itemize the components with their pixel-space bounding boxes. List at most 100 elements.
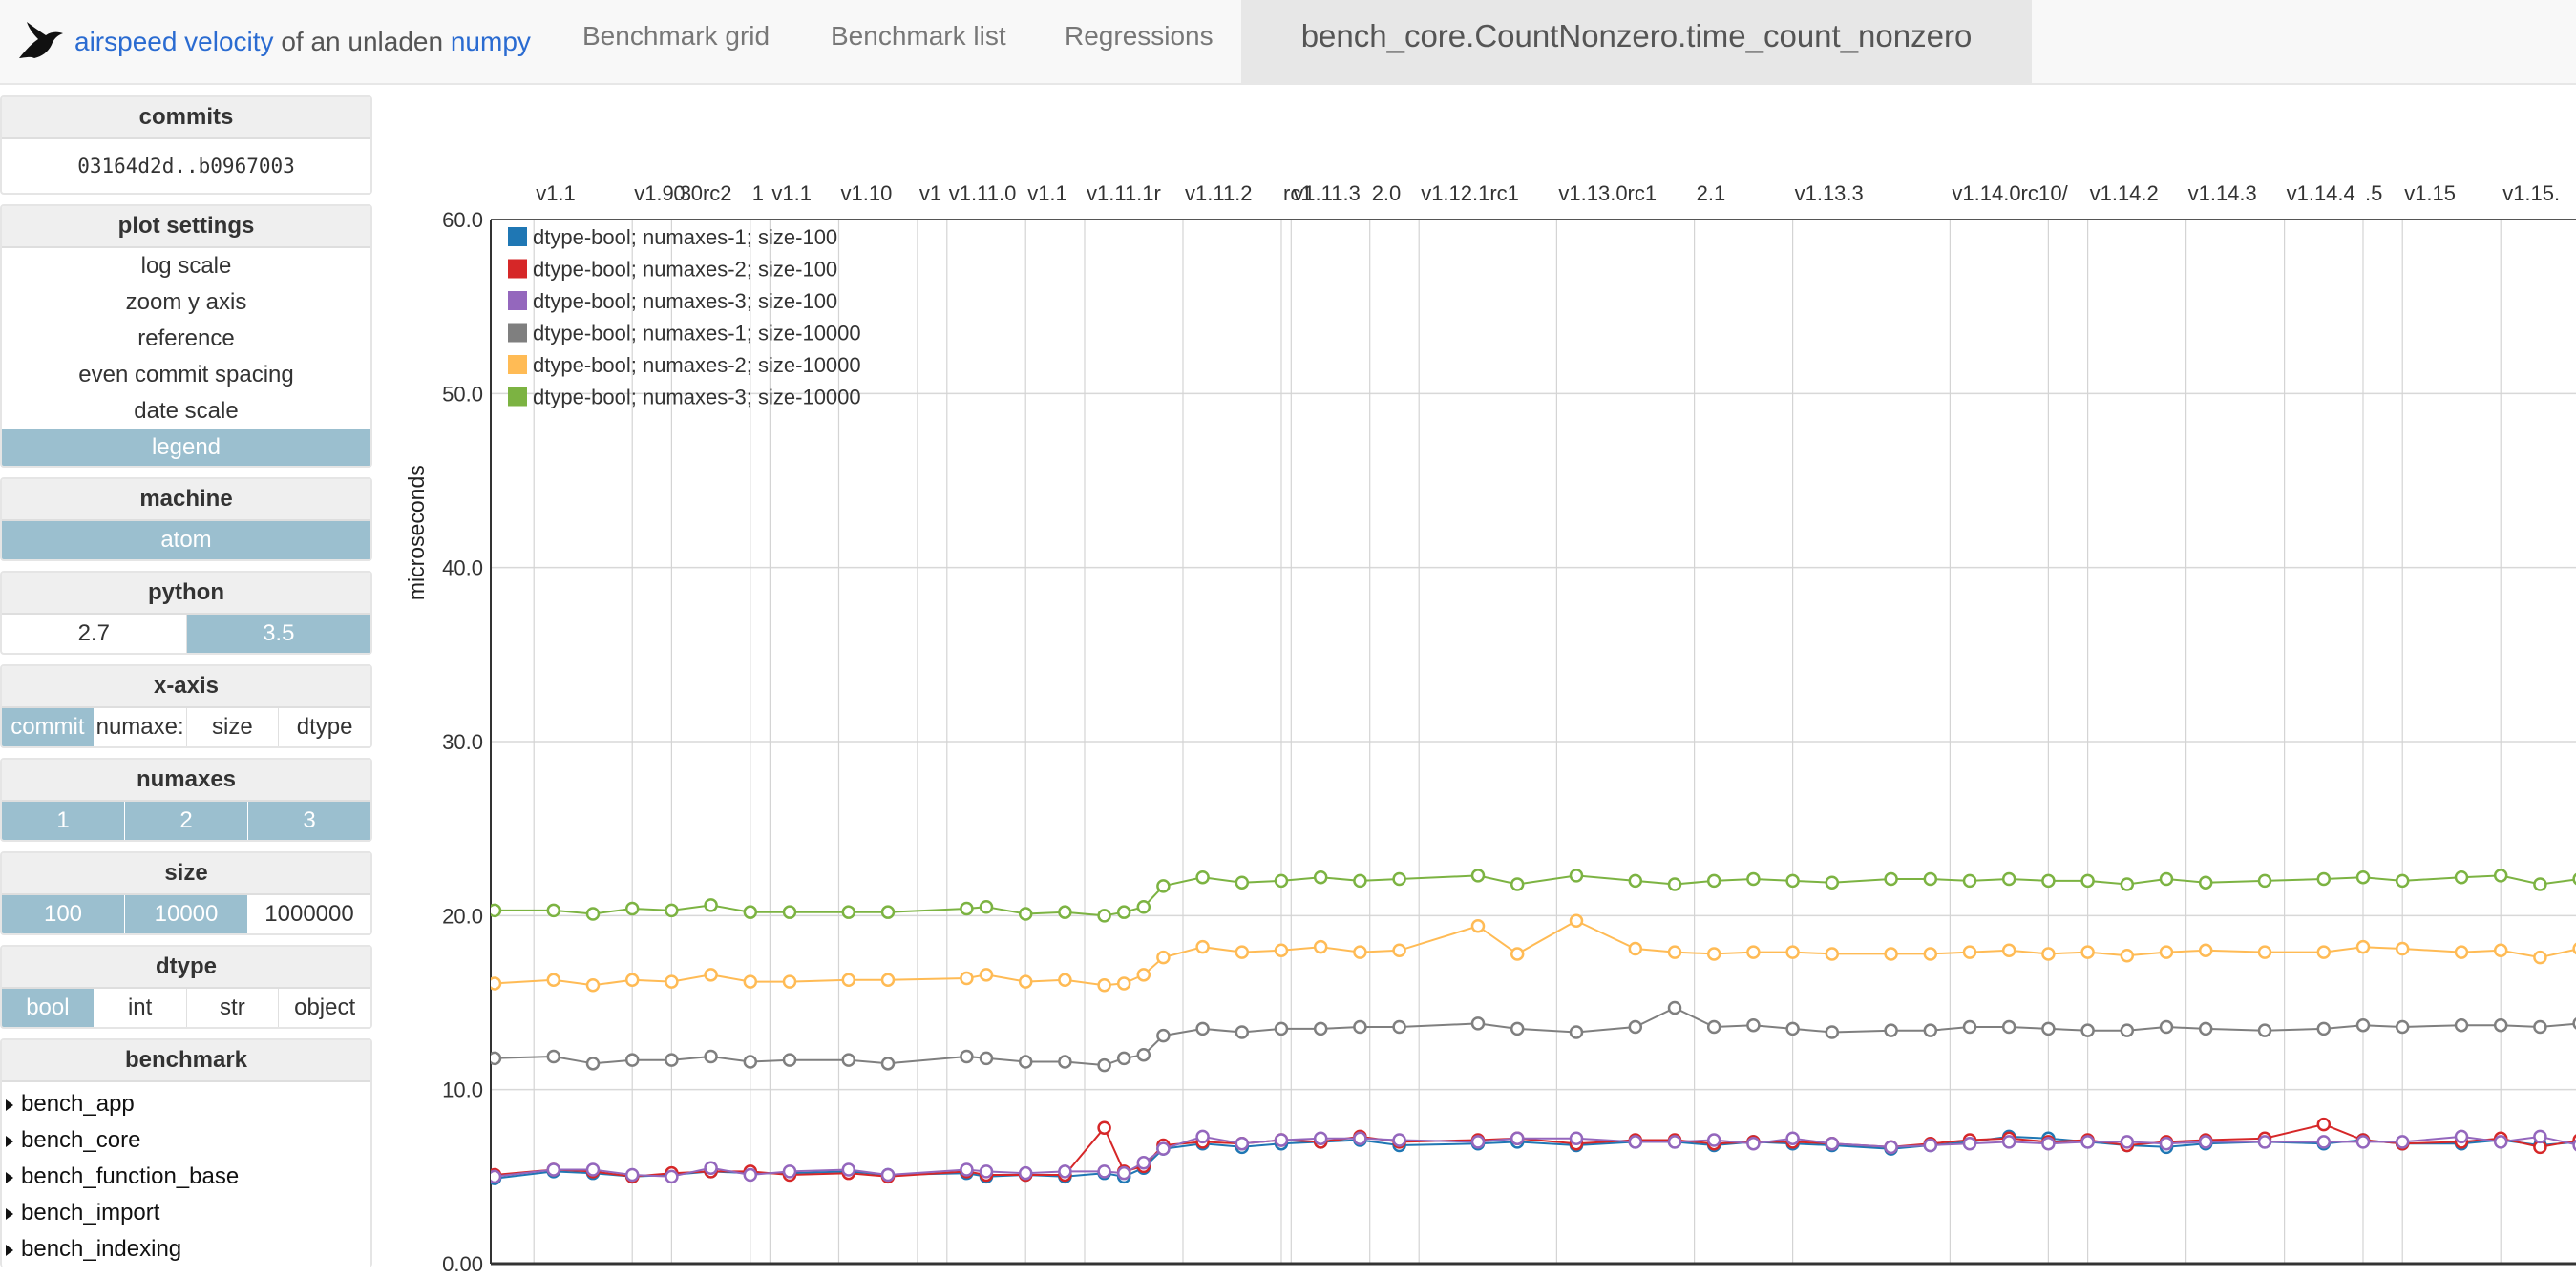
- benchmark-chart[interactable]: 0.00 10.0 20.0 30.0 40.0 50.0 60.0 v1.1 v1.9.30.…: [401, 153, 2576, 1273]
- data-point: [2454, 869, 2469, 885]
- machine-option-atom[interactable]: atom: [2, 521, 370, 559]
- data-point: [743, 974, 758, 989]
- benchmark-group[interactable]: bench_core: [6, 1122, 370, 1159]
- zoom-y-axis-toggle[interactable]: zoom y axis: [125, 289, 247, 315]
- size-option-100[interactable]: 100: [2, 895, 125, 933]
- x-axis-option-size[interactable]: size: [187, 708, 280, 746]
- data-point: [2080, 945, 2095, 959]
- dtype-option-object[interactable]: object: [294, 994, 356, 1020]
- python-option-2-7[interactable]: 2.7: [2, 615, 187, 653]
- data-point: [2355, 1017, 2371, 1033]
- x-axis-option-numaxes[interactable]: numaxe:: [95, 708, 187, 746]
- benchmark-group[interactable]: bench_app: [6, 1086, 370, 1122]
- nav-benchmark-list[interactable]: Benchmark list: [831, 21, 1006, 51]
- commits-header: commits: [2, 97, 370, 139]
- data-point: [704, 1049, 718, 1064]
- date-scale-toggle[interactable]: date scale: [134, 398, 239, 424]
- data-point: [743, 1055, 758, 1069]
- numaxes-option-2[interactable]: 2: [125, 802, 248, 840]
- even-commit-spacing-toggle[interactable]: even commit spacing: [78, 362, 294, 387]
- version-tag-label: v1.1: [536, 181, 576, 205]
- data-point: [1628, 941, 1643, 956]
- version-tag-label: v1.14.4: [2287, 181, 2355, 205]
- data-point: [1136, 1047, 1151, 1062]
- dtype-option-int[interactable]: int: [95, 989, 187, 1027]
- data-point: [1962, 945, 1977, 959]
- data-point: [979, 899, 994, 914]
- reference-toggle[interactable]: reference: [137, 325, 235, 351]
- data-point: [2041, 873, 2056, 889]
- expand-triangle-icon[interactable]: [6, 1244, 13, 1256]
- brand-link[interactable]: airspeed velocity of an unladen numpy: [17, 17, 531, 67]
- y-tick-label: 10.0: [442, 1078, 483, 1102]
- data-point: [1628, 1135, 1643, 1149]
- commit-range[interactable]: 03164d2d..b0967003: [77, 155, 295, 178]
- data-point: [1235, 945, 1250, 959]
- expand-triangle-icon[interactable]: [6, 1099, 13, 1111]
- data-point: [2159, 871, 2174, 887]
- data-point: [704, 1161, 718, 1175]
- expand-triangle-icon[interactable]: [6, 1171, 13, 1183]
- data-point: [2001, 871, 2016, 887]
- expand-triangle-icon[interactable]: [6, 1135, 13, 1147]
- data-point: [1195, 939, 1210, 954]
- brand-asv[interactable]: airspeed velocity: [74, 27, 274, 56]
- data-point: [2395, 1019, 2410, 1035]
- data-point: [1785, 873, 1800, 889]
- benchmark-group-label[interactable]: bench_import: [21, 1200, 160, 1225]
- data-point: [1116, 976, 1131, 991]
- data-point: [585, 978, 601, 993]
- numaxes-option-3[interactable]: 3: [248, 802, 370, 840]
- x-axis-option-dtype[interactable]: dtype: [296, 714, 353, 740]
- data-point: [2454, 945, 2469, 959]
- brand-project[interactable]: numpy: [450, 27, 531, 56]
- benchmark-group-label[interactable]: bench_app: [21, 1091, 135, 1117]
- data-point: [1235, 1025, 1250, 1039]
- x-axis-option-commit[interactable]: commit: [2, 708, 95, 746]
- benchmark-group[interactable]: bench_import: [6, 1195, 370, 1231]
- data-point: [546, 973, 561, 988]
- data-point: [1313, 869, 1328, 885]
- benchmark-group-label[interactable]: bench_function_base: [21, 1163, 240, 1189]
- data-point: [2533, 950, 2547, 965]
- data-point: [2533, 1019, 2547, 1035]
- version-tag-label: v1: [919, 181, 941, 205]
- data-point: [1097, 909, 1111, 923]
- data-point: [1962, 1136, 1977, 1151]
- benchmark-group[interactable]: bench_function_base: [6, 1159, 370, 1195]
- version-tag-label: v1.9.3: [634, 181, 691, 205]
- data-point: [2493, 1135, 2508, 1149]
- version-tag-label: v1.1: [1027, 181, 1067, 205]
- nav-active-benchmark[interactable]: bench_core.CountNonzero.time_count_nonze…: [1241, 0, 2032, 85]
- size-option-1000000[interactable]: 1000000: [264, 901, 354, 927]
- data-point: [2493, 1017, 2508, 1033]
- numaxes-option-1[interactable]: 1: [2, 802, 125, 840]
- python-option-3-5[interactable]: 3.5: [186, 615, 370, 653]
- machine-panel: machine atom: [0, 477, 372, 561]
- expand-triangle-icon[interactable]: [6, 1207, 13, 1220]
- dtype-option-str[interactable]: str: [187, 989, 280, 1027]
- version-tag-label: v1.1: [771, 181, 812, 205]
- data-point: [1156, 1141, 1171, 1156]
- data-point: [665, 1053, 679, 1067]
- nav-regressions[interactable]: Regressions: [1065, 21, 1214, 51]
- nav-benchmark-grid[interactable]: Benchmark grid: [582, 21, 771, 51]
- data-point: [1136, 968, 1151, 982]
- legend-toggle[interactable]: legend: [2, 429, 370, 466]
- benchmark-group-label[interactable]: bench_indexing: [21, 1236, 182, 1262]
- data-point: [2120, 877, 2135, 891]
- size-option-10000[interactable]: 10000: [125, 895, 248, 933]
- benchmark-group[interactable]: bench_indexing: [6, 1231, 370, 1267]
- dtype-option-bool[interactable]: bool: [2, 989, 95, 1027]
- benchmark-group-label[interactable]: bench_core: [21, 1127, 141, 1153]
- log-scale-toggle[interactable]: log scale: [140, 253, 232, 279]
- data-point: [960, 901, 974, 916]
- data-point: [491, 1051, 502, 1066]
- data-point: [2257, 945, 2272, 959]
- data-point: [782, 1053, 797, 1067]
- data-point: [2257, 1135, 2272, 1149]
- y-tick-label: 0.00: [442, 1252, 483, 1273]
- plot-settings-panel: plot settings log scale zoom y axis refe…: [0, 204, 372, 468]
- data-point: [1569, 913, 1584, 929]
- version-tag-label: v1.14.2: [2090, 181, 2159, 205]
